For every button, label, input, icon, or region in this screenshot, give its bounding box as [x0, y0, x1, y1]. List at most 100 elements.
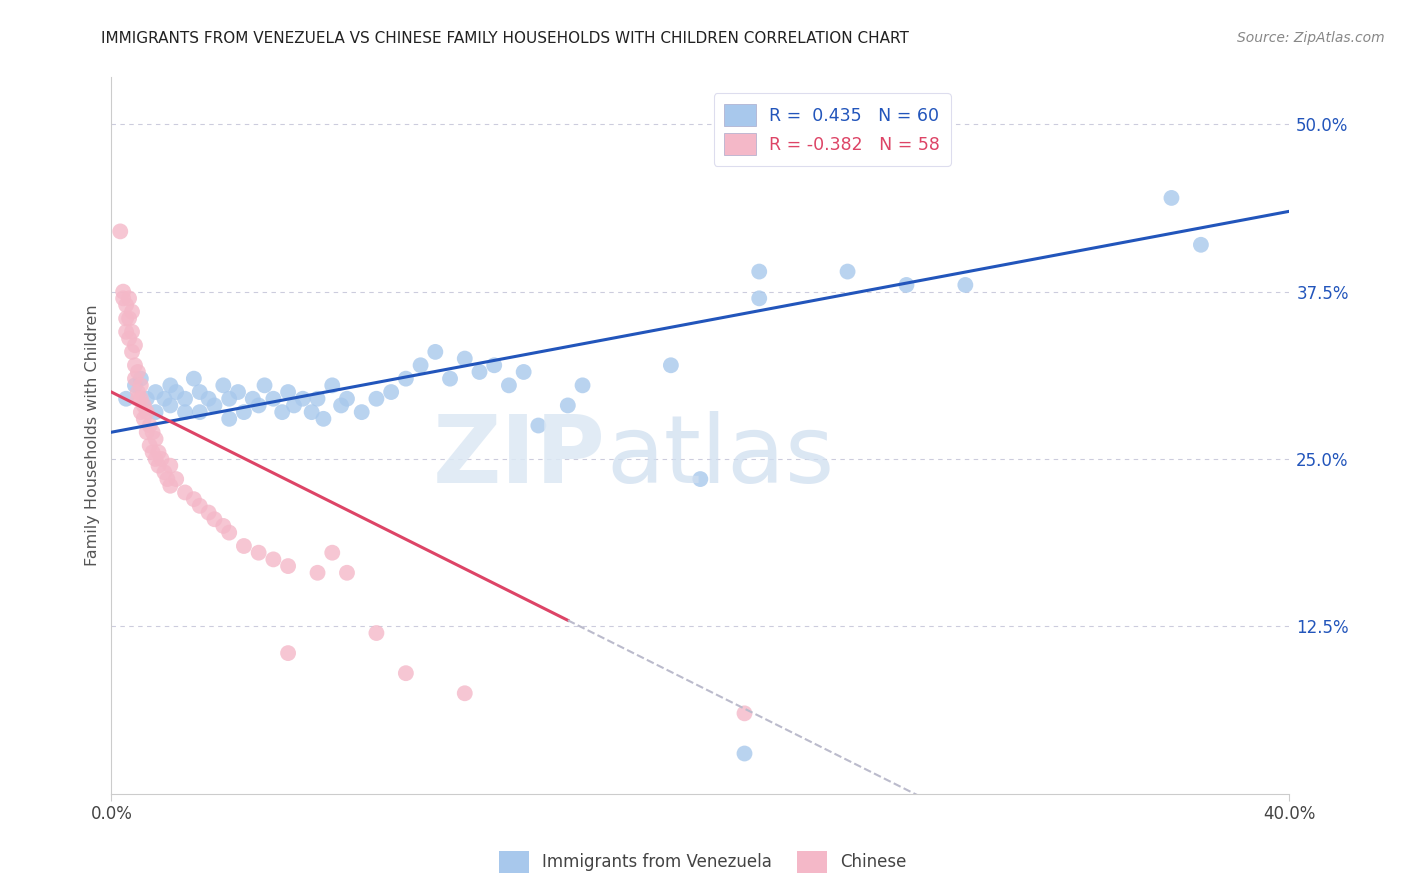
Point	[142, 425, 165, 440]
Point	[212, 378, 235, 392]
Point	[129, 378, 152, 392]
Point	[165, 472, 187, 486]
Point	[135, 405, 157, 419]
Point	[748, 291, 770, 305]
Point	[153, 392, 176, 406]
Point	[115, 325, 138, 339]
Point	[395, 666, 418, 681]
Point	[482, 358, 505, 372]
Point	[118, 311, 141, 326]
Point	[138, 418, 160, 433]
Point	[277, 559, 299, 574]
Point	[121, 304, 143, 318]
Point	[955, 277, 977, 292]
Text: Source: ZipAtlas.com: Source: ZipAtlas.com	[1237, 31, 1385, 45]
Point	[218, 525, 240, 540]
Point	[145, 405, 167, 419]
Point	[307, 392, 329, 406]
Point	[145, 432, 167, 446]
Point	[129, 372, 152, 386]
Point	[659, 358, 682, 372]
Point	[112, 291, 135, 305]
Point	[734, 706, 756, 721]
Point	[321, 378, 343, 392]
Point	[350, 405, 373, 419]
Point	[1189, 237, 1212, 252]
Point	[118, 331, 141, 345]
Point	[247, 399, 270, 413]
Point	[409, 358, 432, 372]
Point	[183, 372, 205, 386]
Point	[127, 385, 149, 400]
Point	[312, 412, 335, 426]
Point	[159, 378, 181, 392]
Point	[135, 425, 157, 440]
Point	[124, 358, 146, 372]
Point	[118, 291, 141, 305]
Y-axis label: Family Households with Children: Family Households with Children	[86, 305, 100, 566]
Point	[454, 686, 477, 700]
Point	[124, 372, 146, 386]
Point	[242, 392, 264, 406]
Point	[366, 392, 388, 406]
Point	[837, 264, 859, 278]
Point	[148, 445, 170, 459]
Point	[135, 392, 157, 406]
Point	[232, 405, 254, 419]
Point	[748, 264, 770, 278]
Point	[498, 378, 520, 392]
Point	[124, 338, 146, 352]
Point	[689, 472, 711, 486]
Point	[197, 506, 219, 520]
Point	[127, 392, 149, 406]
Point	[121, 325, 143, 339]
Point	[212, 519, 235, 533]
Point	[226, 385, 249, 400]
Point	[156, 472, 179, 486]
Point	[138, 439, 160, 453]
Point	[142, 445, 165, 459]
Point	[321, 546, 343, 560]
Legend: R =  0.435   N = 60, R = -0.382   N = 58: R = 0.435 N = 60, R = -0.382 N = 58	[714, 94, 950, 166]
Point	[112, 285, 135, 299]
Point	[218, 392, 240, 406]
Point	[253, 378, 276, 392]
Point	[159, 479, 181, 493]
Text: ZIP: ZIP	[433, 411, 606, 503]
Point	[571, 378, 593, 392]
Point	[165, 385, 187, 400]
Point	[188, 499, 211, 513]
Point	[132, 412, 155, 426]
Point	[734, 747, 756, 761]
Text: atlas: atlas	[606, 411, 834, 503]
Point	[115, 311, 138, 326]
Point	[148, 458, 170, 473]
Point	[124, 378, 146, 392]
Point	[129, 405, 152, 419]
Point	[129, 392, 152, 406]
Point	[204, 399, 226, 413]
Point	[454, 351, 477, 366]
Point	[174, 485, 197, 500]
Legend: Immigrants from Venezuela, Chinese: Immigrants from Venezuela, Chinese	[492, 845, 914, 880]
Point	[174, 392, 197, 406]
Point	[115, 392, 138, 406]
Point	[159, 458, 181, 473]
Point	[232, 539, 254, 553]
Point	[557, 399, 579, 413]
Point	[896, 277, 918, 292]
Point	[395, 372, 418, 386]
Point	[291, 392, 314, 406]
Point	[307, 566, 329, 580]
Point	[439, 372, 461, 386]
Point	[197, 392, 219, 406]
Point	[188, 405, 211, 419]
Text: IMMIGRANTS FROM VENEZUELA VS CHINESE FAMILY HOUSEHOLDS WITH CHILDREN CORRELATION: IMMIGRANTS FROM VENEZUELA VS CHINESE FAM…	[101, 31, 910, 46]
Point	[425, 344, 447, 359]
Point	[145, 385, 167, 400]
Point	[366, 626, 388, 640]
Point	[262, 392, 284, 406]
Point	[121, 344, 143, 359]
Point	[159, 399, 181, 413]
Point	[150, 452, 173, 467]
